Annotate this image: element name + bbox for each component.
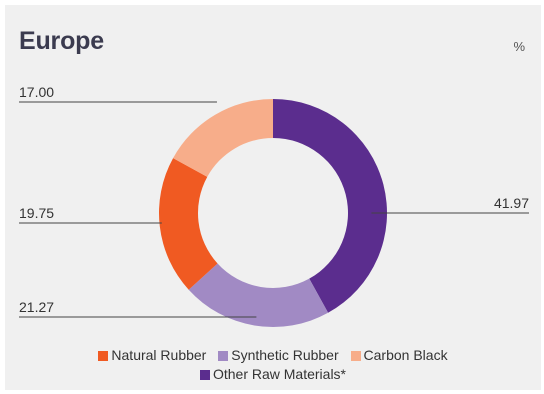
legend-item-other-raw-materials: Other Raw Materials* — [199, 365, 347, 384]
value-label-natural-rubber: 19.75 — [19, 205, 54, 221]
chart-title: Europe — [19, 27, 104, 55]
legend-item-synthetic-rubber: Synthetic Rubber — [218, 346, 339, 365]
value-label-other-raw-materials: 41.97 — [494, 195, 529, 211]
value-label-carbon-black: 17.00 — [19, 84, 54, 100]
legend-row-2: Other Raw Materials* — [5, 365, 541, 384]
legend-label: Carbon Black — [363, 347, 448, 363]
slice-natural-rubber — [159, 158, 218, 290]
legend: Natural Rubber Synthetic Rubber Carbon B… — [5, 346, 541, 384]
donut-chart: 41.97 19.75 21.27 17.00 — [19, 84, 529, 327]
legend-item-natural-rubber: Natural Rubber — [98, 346, 206, 365]
chart-card: Europe % 41.97 19.75 21.27 17.00 Natural Ru… — [5, 5, 541, 390]
slice-synthetic-rubber — [188, 263, 329, 327]
legend-swatch — [218, 351, 229, 361]
legend-swatch — [350, 351, 361, 361]
unit-label: % — [513, 39, 525, 54]
slice-carbon-black — [173, 99, 273, 177]
legend-item-carbon-black: Carbon Black — [350, 346, 448, 365]
legend-label: Other Raw Materials* — [212, 366, 347, 382]
slice-other-raw-materials — [273, 99, 388, 313]
legend-label: Natural Rubber — [111, 347, 207, 363]
legend-swatch — [98, 351, 109, 361]
legend-label: Synthetic Rubber — [231, 347, 339, 363]
legend-row-1: Natural Rubber Synthetic Rubber Carbon B… — [5, 346, 541, 365]
value-label-synthetic-rubber: 21.27 — [19, 299, 54, 315]
legend-swatch — [199, 370, 210, 380]
